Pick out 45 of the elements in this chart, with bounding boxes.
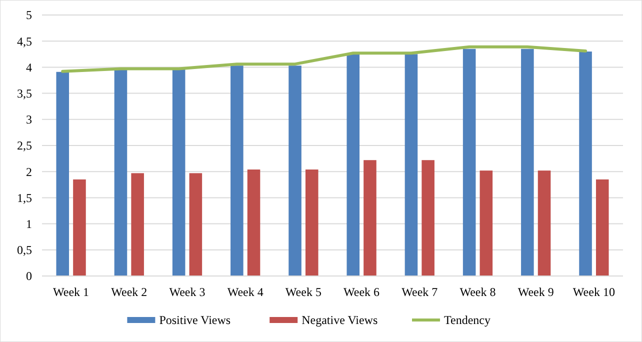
x-tick-label: Week 9	[518, 285, 554, 299]
bar	[305, 170, 318, 276]
bar	[579, 52, 592, 276]
bar	[172, 69, 186, 276]
legend-label: Positive Views	[159, 313, 231, 328]
y-tick-label: 3,5	[17, 86, 32, 100]
x-tick-label: Week 1	[53, 285, 90, 299]
bar	[480, 170, 493, 276]
bar	[247, 170, 260, 276]
bar	[422, 160, 434, 276]
bar	[73, 179, 86, 276]
x-tick-label: Week 4	[227, 285, 264, 299]
bar	[404, 54, 418, 276]
bar	[346, 54, 360, 276]
bar	[596, 179, 609, 276]
line-series	[61, 45, 588, 73]
legend-label: Tendency	[444, 313, 490, 328]
x-tick-label: Week 2	[111, 285, 148, 299]
bar	[114, 69, 128, 276]
y-tick-label: 3	[26, 112, 32, 127]
bar	[538, 170, 551, 276]
y-tick-label: 4,5	[17, 34, 32, 48]
x-tick-label: Week 7	[402, 285, 438, 299]
bar	[364, 160, 376, 276]
y-tick-label: 2	[26, 164, 32, 179]
bar	[288, 66, 302, 276]
bar	[462, 48, 476, 276]
bar	[521, 48, 534, 276]
x-tick-label: Week 8	[460, 285, 496, 299]
bar	[56, 72, 70, 276]
y-tick-label: 0	[26, 269, 32, 284]
x-tick-label: Week 6	[344, 285, 380, 299]
bar	[131, 173, 144, 276]
bar	[230, 66, 244, 276]
y-tick-label: 4	[26, 60, 32, 74]
y-tick-label: 2,5	[17, 138, 32, 153]
y-tick-label: 5	[26, 8, 32, 22]
x-tick-label: Week 10	[572, 285, 615, 299]
legend-label: Negative Views	[302, 313, 378, 328]
bar	[189, 173, 202, 276]
y-tick-label: 0,5	[17, 243, 32, 258]
x-tick-label: Week 5	[285, 285, 322, 299]
x-tick-label: Week 3	[169, 285, 206, 299]
y-tick-label: 1,5	[17, 190, 32, 205]
y-tick-label: 1	[26, 217, 32, 231]
